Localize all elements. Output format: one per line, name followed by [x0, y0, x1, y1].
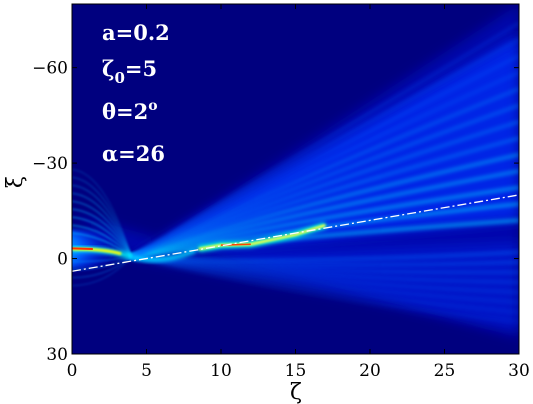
source-ripple-upper-3	[72, 208, 133, 258]
lower-fringe-2	[131, 256, 519, 274]
reference-line	[72, 194, 519, 272]
upper-fringe-4	[131, 153, 519, 259]
x-axis-label: ζ	[290, 380, 302, 404]
x-tick-label-6: 30	[508, 361, 530, 381]
x-tick-label-2: 10	[210, 361, 232, 381]
upper-fringe-10	[131, 55, 519, 258]
upper-fringe-8	[131, 87, 519, 258]
x-tick-label-4: 20	[359, 361, 381, 381]
upper-fringe-5	[131, 137, 519, 259]
x-tick-label-5: 25	[434, 361, 456, 381]
x-tick-label-3: 15	[285, 361, 307, 381]
reference-line-layer	[72, 194, 519, 272]
annotation-theta-base: θ=2	[102, 99, 148, 124]
source-ripple-upper-1	[72, 224, 133, 258]
annotation-a: a=0.2	[102, 20, 170, 45]
source-ripple-upper-2	[72, 216, 133, 258]
annotation-zeta0-sub: 0	[114, 69, 124, 87]
field-intensity-map	[72, 4, 519, 339]
lower-fringe-1	[131, 255, 519, 266]
annotation-alpha: α=26	[102, 141, 165, 166]
axis-ticks	[71, 4, 520, 355]
main-beam-red	[72, 247, 93, 250]
source-ripple-upper-8	[72, 168, 133, 258]
annotation-theta: θ=2o	[102, 98, 158, 124]
y-tick-label-1: −30	[32, 154, 68, 174]
x-tick-label-0: 0	[67, 361, 78, 381]
upper-fringe-7	[131, 104, 519, 258]
y-axis-label: ξ	[3, 176, 28, 188]
upper-fringe-1	[131, 202, 519, 259]
y-tick-label-0: −60	[32, 59, 68, 79]
lower-fringe-5	[131, 256, 519, 303]
upper-fringe-6	[131, 120, 519, 258]
annotation-block: a=0.2 ζ0=5 θ=2o α=26	[102, 20, 170, 166]
lower-fringe-6	[131, 256, 519, 313]
upper-fringe-3	[131, 169, 519, 259]
source-ripple-lower-2	[72, 256, 132, 279]
source-ripple-lower-1	[72, 256, 132, 271]
upper-fringe-11	[131, 38, 519, 258]
annotation-zeta0-rest: =5	[125, 56, 157, 81]
lower-fringe-3	[131, 256, 519, 284]
upper-fringe-2	[131, 186, 519, 259]
annotation-theta-sup: o	[148, 98, 157, 114]
upper-fringe-9	[131, 71, 519, 258]
annotation-zeta0: ζ0=5	[102, 56, 157, 87]
upper-fringe-12	[131, 22, 519, 258]
annotation-zeta0-base: ζ	[102, 56, 114, 81]
lower-fringe-7	[131, 256, 519, 323]
y-tick-label-3: 30	[46, 345, 68, 365]
lower-fringe-4	[131, 256, 519, 293]
y-tick-label-2: 0	[57, 250, 68, 270]
x-tick-label-1: 5	[141, 361, 152, 381]
focus-lower-lobe	[131, 248, 197, 262]
